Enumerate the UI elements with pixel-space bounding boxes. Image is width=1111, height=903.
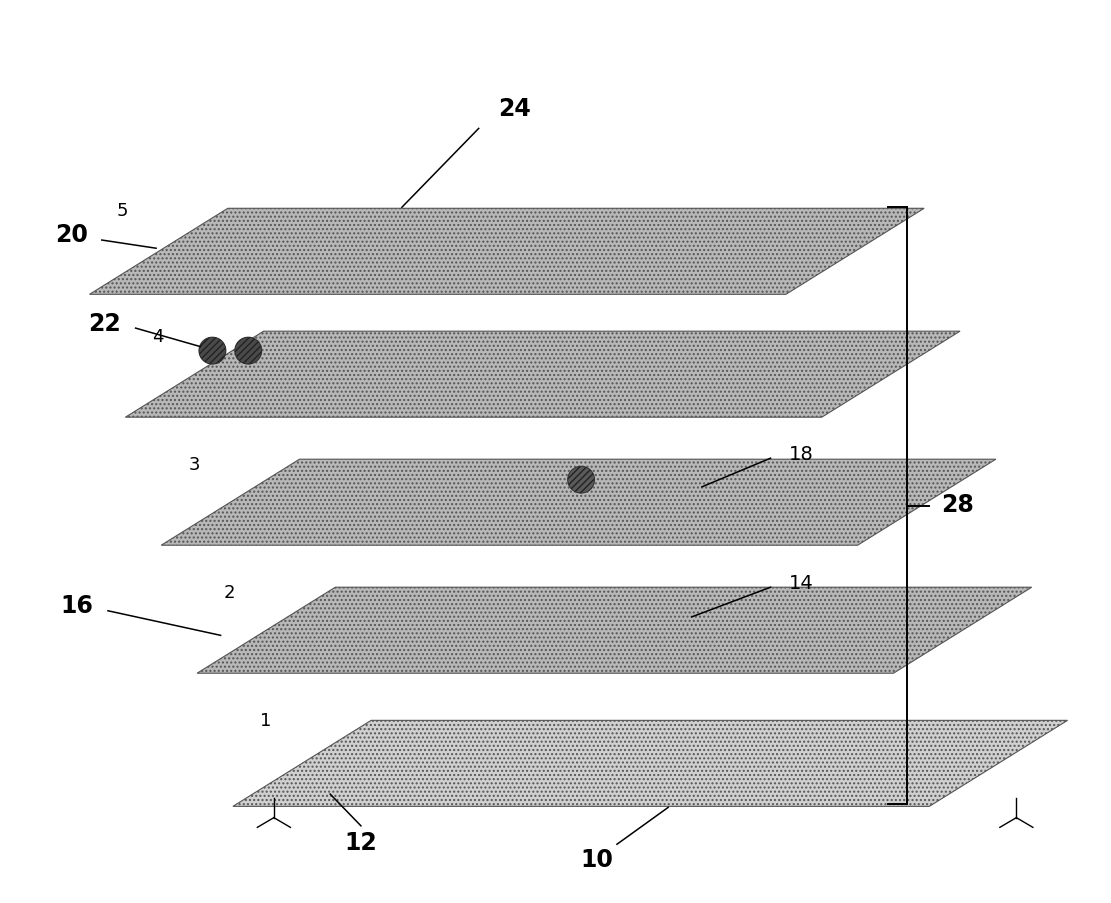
Text: 28: 28 bbox=[941, 493, 974, 517]
Text: 1: 1 bbox=[260, 712, 271, 730]
Polygon shape bbox=[161, 460, 995, 545]
Text: 18: 18 bbox=[789, 444, 813, 463]
Text: 24: 24 bbox=[498, 97, 531, 121]
Text: 12: 12 bbox=[344, 830, 378, 854]
Polygon shape bbox=[197, 588, 1032, 674]
Circle shape bbox=[199, 338, 226, 365]
Text: 16: 16 bbox=[61, 593, 93, 617]
Text: 22: 22 bbox=[89, 312, 121, 336]
Text: 20: 20 bbox=[54, 223, 88, 247]
Circle shape bbox=[234, 338, 261, 365]
Polygon shape bbox=[233, 721, 1068, 806]
Text: 14: 14 bbox=[789, 573, 813, 592]
Text: 5: 5 bbox=[117, 202, 128, 220]
Circle shape bbox=[568, 467, 594, 493]
Polygon shape bbox=[126, 331, 960, 418]
Text: 10: 10 bbox=[580, 847, 613, 870]
Text: 3: 3 bbox=[188, 456, 200, 474]
Polygon shape bbox=[90, 209, 924, 295]
Text: 4: 4 bbox=[152, 328, 164, 346]
Text: 2: 2 bbox=[224, 583, 236, 601]
